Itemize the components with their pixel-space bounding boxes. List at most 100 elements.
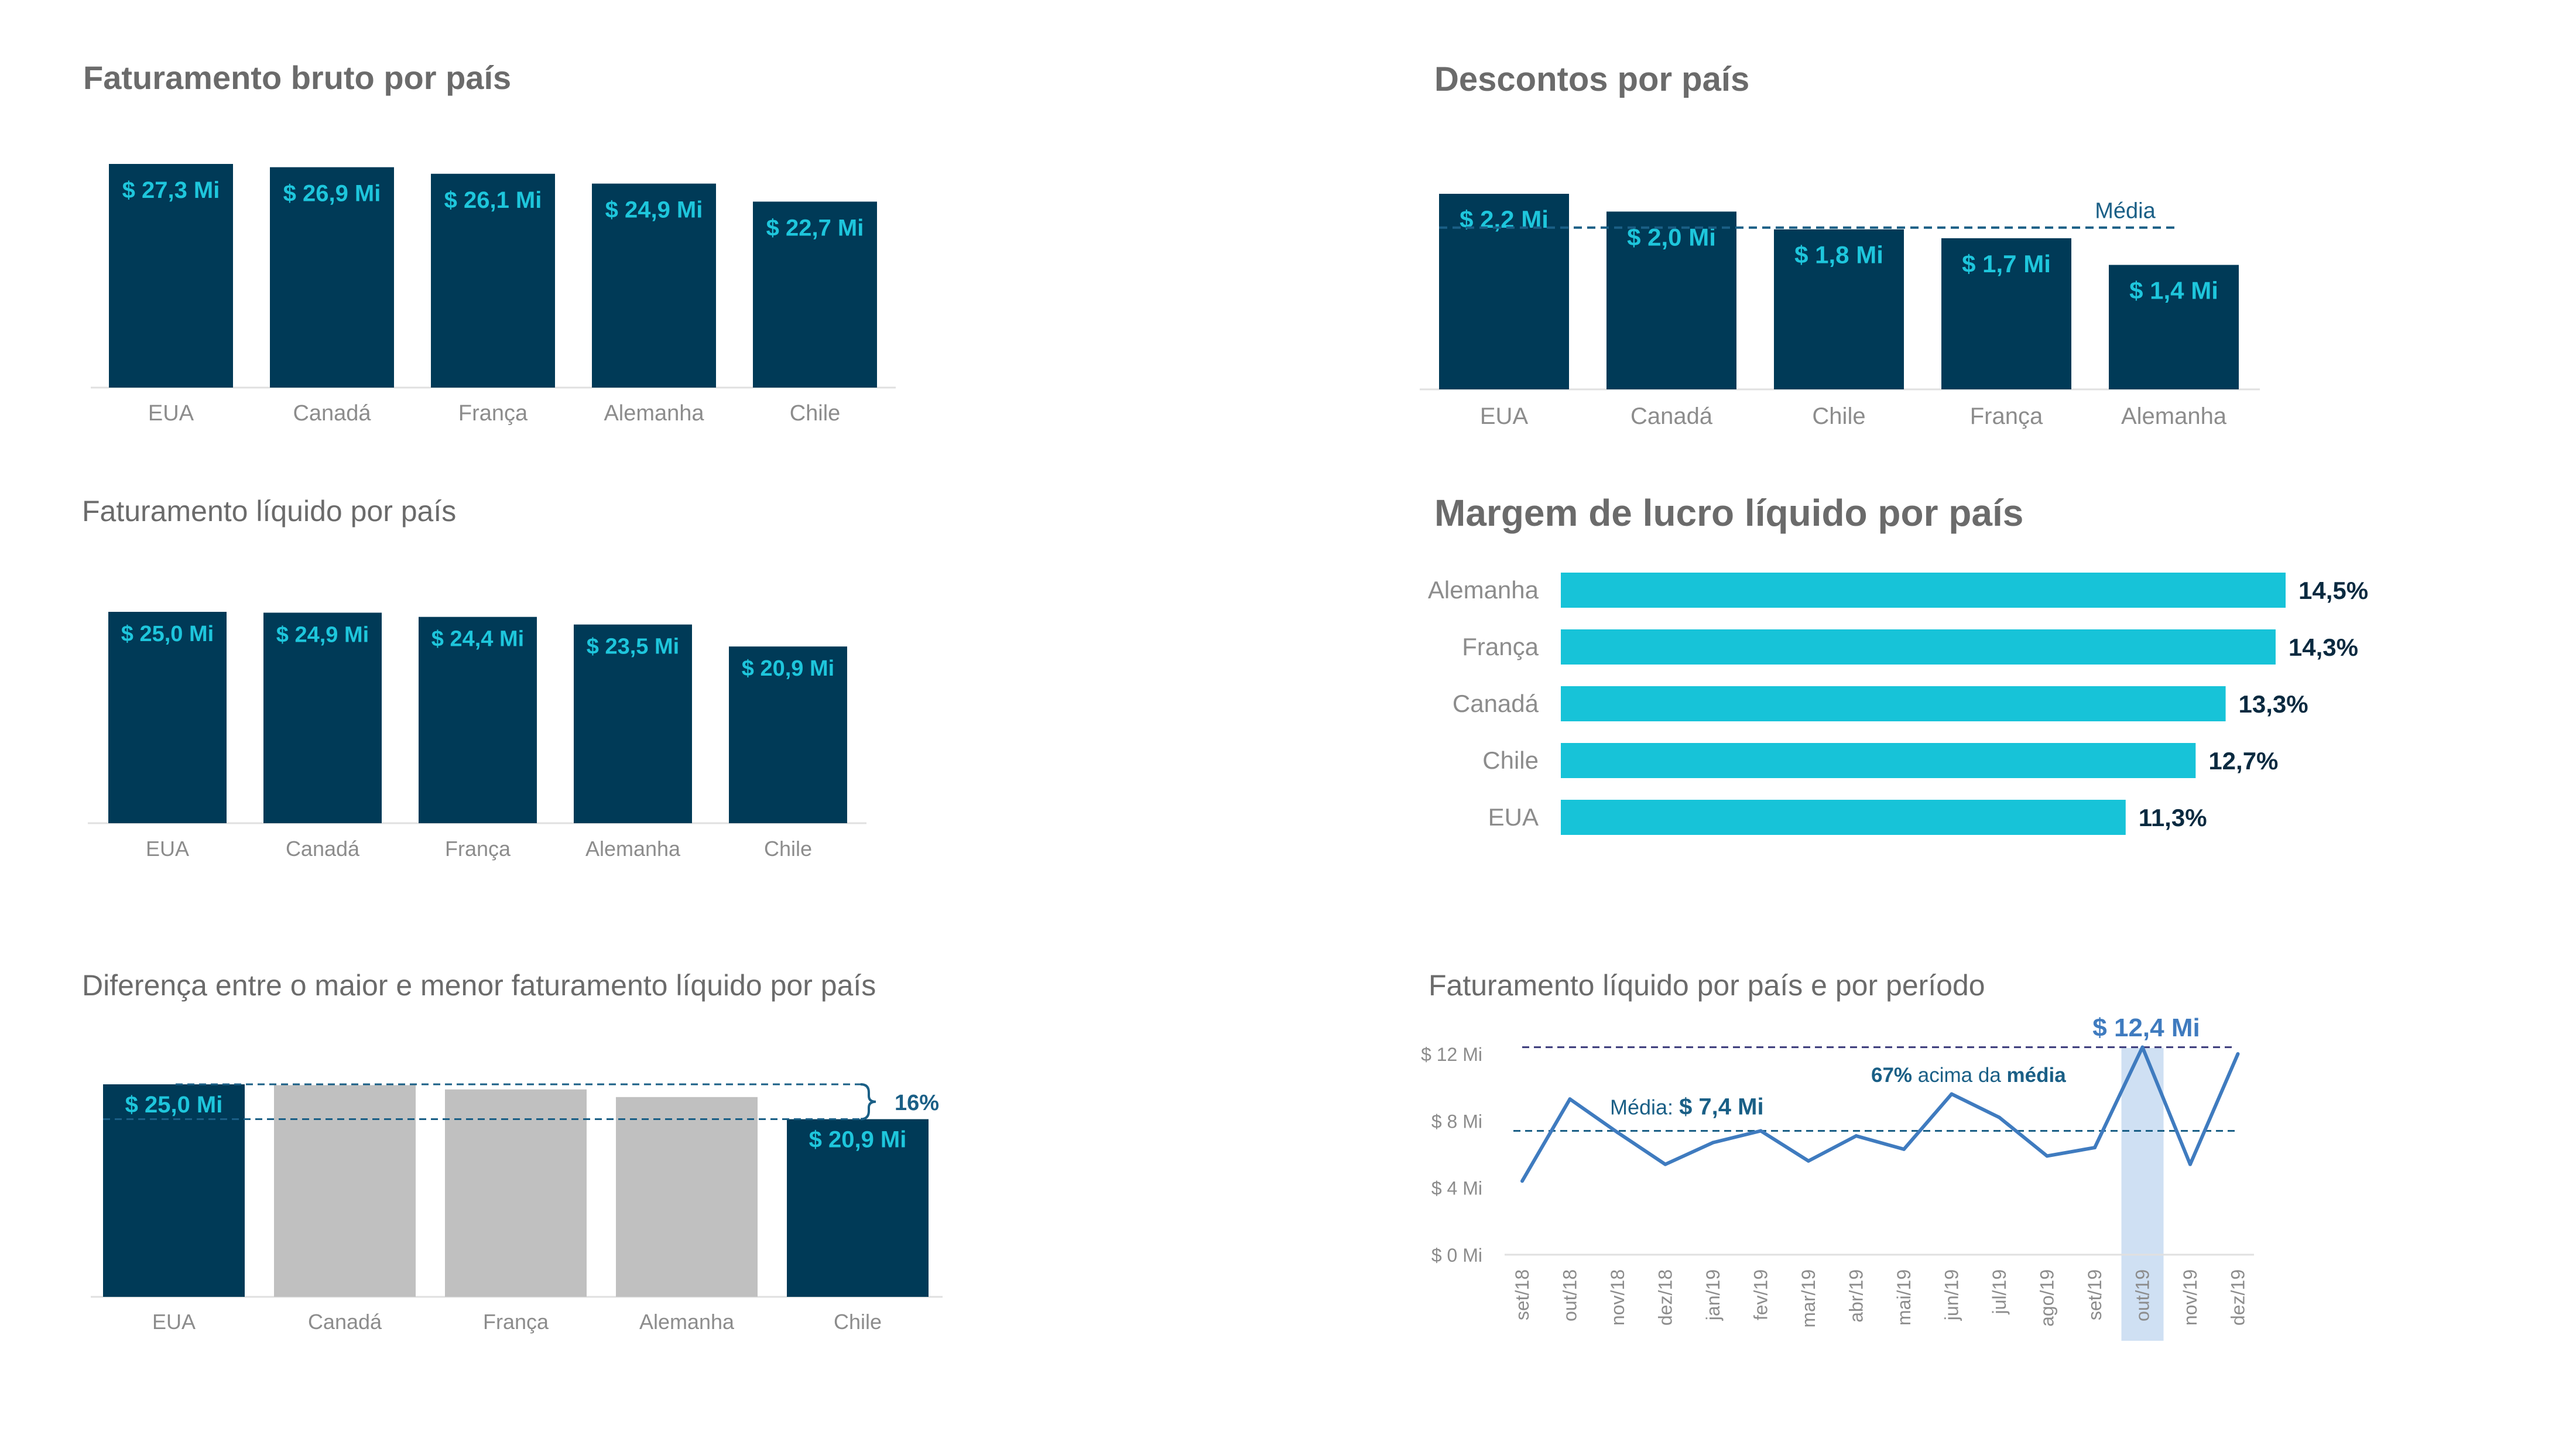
difference-label: 16% <box>895 1091 939 1115</box>
x-tick-label: jun/19 <box>1941 1269 1962 1321</box>
chart-title: Faturamento bruto por país <box>83 59 511 96</box>
x-tick-label: Alemanha <box>639 1310 735 1334</box>
bar <box>445 1089 587 1297</box>
data-point <box>1998 1115 2001 1119</box>
y-tick-label: Chile <box>1482 746 1539 774</box>
bar-value-label: $ 25,0 Mi <box>121 622 214 646</box>
y-tick-label: Canadá <box>1453 690 1539 717</box>
y-tick-label: $ 12 Mi <box>1421 1044 1482 1065</box>
x-tick-label: nov/18 <box>1607 1269 1628 1326</box>
annotation-mid: acima da <box>1912 1064 2006 1087</box>
x-tick-label: EUA <box>152 1310 196 1334</box>
above-average-annotation: 67% acima da média <box>1871 1064 2066 1087</box>
data-point <box>1520 1179 1524 1183</box>
x-tick-label: out/19 <box>2132 1269 2153 1321</box>
series-line <box>1520 1045 2240 1182</box>
x-tick-label: jan/19 <box>1703 1269 1724 1321</box>
bar <box>1561 573 2286 608</box>
bar <box>108 612 227 823</box>
x-tick-label: França <box>1970 403 2043 429</box>
bar <box>431 173 555 388</box>
difference-bracket <box>860 1083 876 1121</box>
bar-value-label: $ 25,0 Mi <box>125 1092 223 1118</box>
bar <box>270 167 394 388</box>
x-tick-label: Canadá <box>293 401 371 426</box>
chart-title: Margem de lucro líquido por país <box>1434 492 2023 534</box>
average-value: $ 7,4 Mi <box>1679 1094 1764 1119</box>
y-tick-label: Alemanha <box>1428 576 1539 604</box>
x-tick-label: Chile <box>1812 403 1865 429</box>
data-point <box>2140 1045 2145 1049</box>
data-point <box>2093 1146 2097 1150</box>
bar-value-label: $ 23,5 Mi <box>587 635 679 659</box>
x-tick-label: EUA <box>148 401 194 426</box>
x-tick-label: nov/19 <box>2180 1269 2201 1326</box>
data-point <box>1663 1162 1667 1166</box>
bar <box>592 183 716 388</box>
bar-value-label: 13,3% <box>2239 690 2308 718</box>
x-tick-label: mai/19 <box>1893 1269 1914 1326</box>
x-tick-label: fev/19 <box>1751 1269 1772 1320</box>
bar <box>729 646 847 823</box>
chart-net: Faturamento líquido por país $ 25,0 Mi EUA… <box>82 495 866 861</box>
chart-title: Descontos por país <box>1434 60 1749 98</box>
average-label: Média <box>2095 199 2156 224</box>
bar <box>616 1097 758 1297</box>
x-tick-label: França <box>458 401 528 426</box>
data-point <box>1759 1129 1763 1133</box>
bar-value-label: 14,5% <box>2298 577 2368 604</box>
data-point <box>2188 1162 2192 1166</box>
bar-value-label: $ 26,9 Mi <box>283 181 381 207</box>
bar-value-label: 14,3% <box>2289 633 2358 661</box>
data-point <box>2236 1052 2240 1056</box>
chart-title: Diferença entre o maior e menor faturame… <box>82 969 876 1002</box>
bar <box>787 1119 929 1297</box>
bar-value-label: $ 2,2 Mi <box>1460 206 1549 233</box>
x-tick-label: França <box>445 837 511 861</box>
x-tick-label: França <box>483 1310 549 1334</box>
y-tick-label: França <box>1462 633 1539 660</box>
bar-value-label: $ 20,9 Mi <box>809 1127 907 1153</box>
x-tick-label: mar/19 <box>1798 1269 1819 1328</box>
annotation-word: média <box>2007 1064 2067 1087</box>
chart-period: Faturamento líquido por país e por perío… <box>1421 969 2254 1341</box>
x-tick-label: Alemanha <box>2121 403 2227 429</box>
chart-gross: Faturamento bruto por país $ 27,3 Mi EUA $ … <box>83 59 896 426</box>
bar <box>1941 238 2071 389</box>
x-tick-label: Alemanha <box>604 401 704 426</box>
x-tick-label: Chile <box>764 837 812 861</box>
bar-value-label: $ 22,7 Mi <box>766 215 864 241</box>
data-point <box>1807 1159 1810 1163</box>
x-tick-label: dez/19 <box>2228 1269 2249 1326</box>
bar-value-label: $ 1,8 Mi <box>1794 241 1883 269</box>
chart-title: Faturamento líquido por país <box>82 495 456 528</box>
bar-value-label: $ 27,3 Mi <box>122 177 220 203</box>
bar <box>274 1085 416 1297</box>
bar-value-label: 12,7% <box>2208 747 2278 775</box>
x-tick-label: jul/19 <box>1989 1269 2010 1315</box>
x-tick-label: Canadá <box>308 1310 382 1334</box>
chart-diff: Diferença entre o maior e menor faturame… <box>82 969 943 1334</box>
chart-margin: Margem de lucro líquido por país Alemanha… <box>1428 492 2368 835</box>
y-tick-label: $ 0 Mi <box>1431 1245 1482 1266</box>
bar <box>2109 265 2239 389</box>
data-point <box>2045 1154 2049 1158</box>
bar <box>574 624 692 823</box>
bar <box>1439 194 1569 389</box>
bar <box>109 164 233 388</box>
x-tick-label: Canadá <box>286 837 360 861</box>
x-tick-label: Canadá <box>1630 403 1713 429</box>
bar-value-label: 11,3% <box>2139 804 2207 831</box>
bar <box>753 201 877 388</box>
chart-title: Faturamento líquido por país e por perío… <box>1429 969 1985 1002</box>
bar-value-label: $ 20,9 Mi <box>742 656 834 681</box>
average-prefix: Média: <box>1610 1095 1679 1119</box>
bar-value-label: $ 24,4 Mi <box>431 627 524 652</box>
y-tick-label: EUA <box>1488 803 1539 831</box>
bar-value-label: $ 26,1 Mi <box>444 187 542 213</box>
max-value-label: $ 12,4 Mi <box>2092 1013 2200 1042</box>
x-tick-label: Chile <box>834 1310 882 1334</box>
annotation-pct: 67% <box>1871 1064 1912 1087</box>
data-point <box>1616 1131 1619 1135</box>
